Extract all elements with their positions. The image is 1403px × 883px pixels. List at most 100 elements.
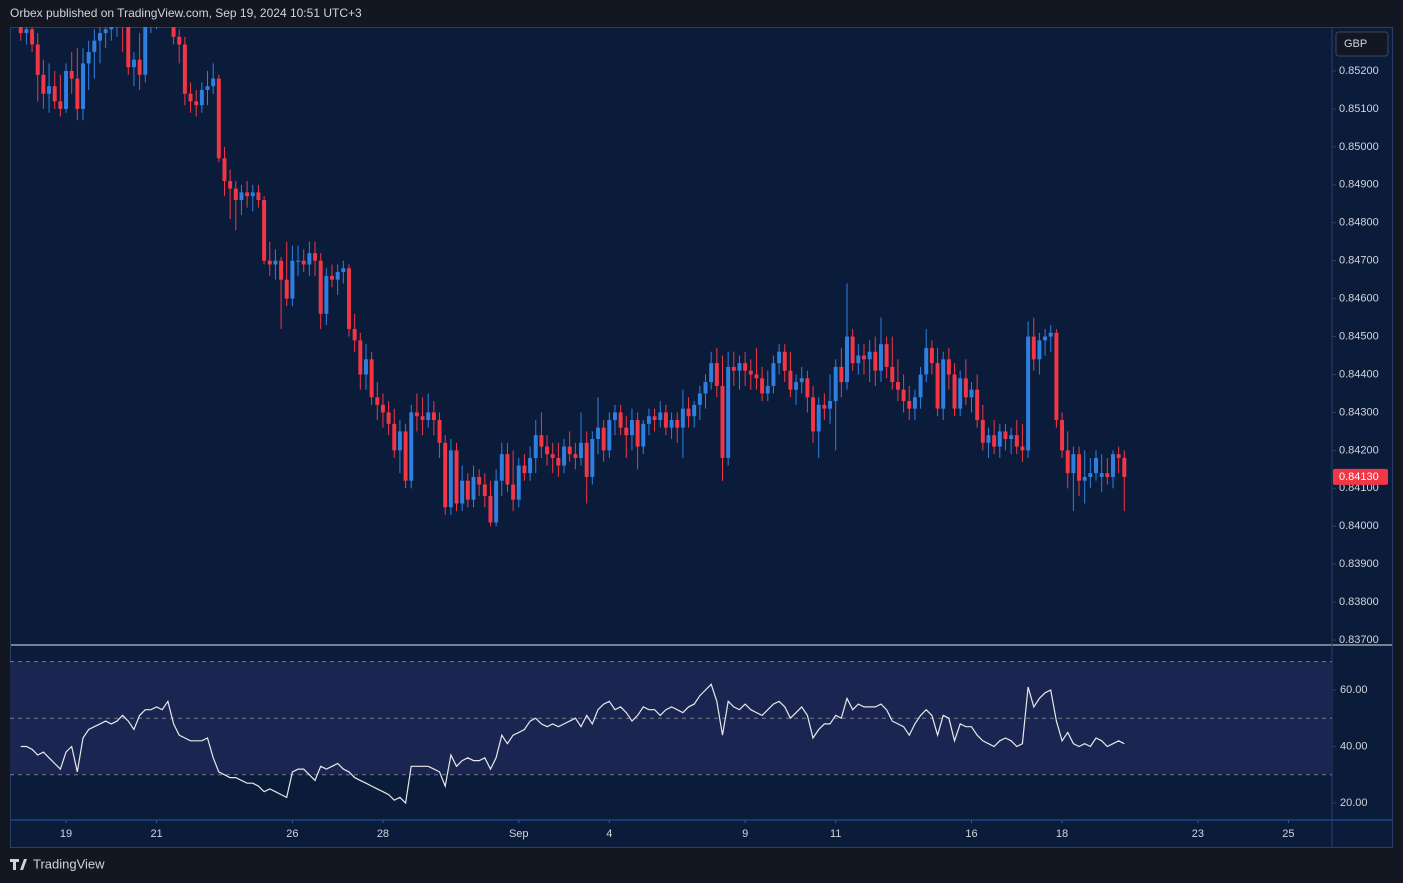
candle-body: [347, 268, 351, 329]
candle-body: [58, 101, 63, 109]
candle-body: [115, 22, 119, 26]
candle-body: [250, 192, 255, 197]
candle-body: [924, 347, 929, 375]
candle-body: [199, 89, 204, 106]
candle-body: [901, 389, 906, 402]
candle-body: [1043, 336, 1048, 341]
candle-body: [607, 420, 612, 451]
candle-body: [1099, 473, 1104, 477]
candle-body: [482, 484, 487, 496]
candle-body: [929, 347, 934, 364]
footer-logo: TradingView: [10, 856, 105, 871]
candle-body: [618, 412, 623, 428]
candle-body: [420, 416, 425, 421]
candle-body: [918, 374, 923, 398]
candle-body: [822, 404, 827, 409]
candle-body: [64, 71, 69, 109]
candle-body: [646, 416, 651, 424]
candle-body: [1009, 435, 1014, 439]
candle-body: [437, 420, 442, 443]
candle-body: [18, 27, 23, 34]
candle-body: [709, 363, 714, 383]
candle-body: [692, 404, 697, 417]
candle-body: [35, 44, 40, 75]
candle-body: [460, 480, 465, 504]
candle-body: [126, 27, 131, 68]
candle-body: [850, 336, 855, 364]
candle-body: [505, 454, 510, 485]
candle-body: [946, 359, 951, 375]
candle-body: [386, 412, 391, 424]
y-tick-label: 0.83900: [1339, 558, 1379, 570]
candle-body: [245, 192, 250, 197]
candle-body: [828, 401, 833, 409]
currency-box: [1335, 31, 1389, 57]
candle-body: [545, 446, 550, 455]
candle-body: [743, 363, 748, 371]
candle-body: [380, 404, 385, 413]
candle-body: [273, 260, 278, 265]
candle-body: [816, 404, 821, 432]
candle-body: [573, 454, 578, 458]
candle-body: [811, 397, 816, 432]
candle-body: [1077, 454, 1082, 481]
y-tick-label: 0.84500: [1339, 330, 1379, 342]
candle-body: [601, 427, 606, 451]
x-tick-label: 21: [150, 828, 162, 840]
candle-body: [1071, 454, 1076, 474]
candle-body: [590, 439, 595, 477]
candle-body: [52, 86, 57, 102]
candle-body: [596, 427, 600, 439]
candle-body: [760, 378, 765, 394]
rsi-line: [20, 683, 1125, 805]
candle-body: [777, 351, 782, 364]
candle-body: [686, 408, 691, 417]
candle-body: [1065, 450, 1070, 474]
y-tick-label: 0.83800: [1339, 596, 1379, 608]
candle-body: [177, 36, 182, 45]
y-tick-label: 0.85000: [1339, 141, 1379, 153]
candle-body: [669, 420, 674, 428]
candle-body: [426, 412, 431, 421]
candle-body: [522, 465, 527, 474]
candle-body: [731, 366, 736, 371]
candle-body: [256, 192, 261, 200]
candle-body: [952, 374, 957, 409]
candle-body: [335, 272, 340, 280]
candle-body: [556, 457, 561, 466]
candle-body: [1037, 340, 1042, 360]
y-tick-label: 0.85200: [1339, 65, 1379, 77]
candle-body: [330, 275, 334, 280]
candle-body: [873, 351, 878, 371]
currency: GBP: [1344, 38, 1367, 50]
candle-body: [98, 33, 102, 41]
candle-body: [324, 275, 329, 314]
y2-tick-label: 60.00: [1340, 684, 1368, 696]
candle-body: [969, 389, 974, 398]
y-tick-label: 0.84800: [1339, 217, 1379, 229]
candle-body: [216, 78, 221, 159]
logo-icon: [10, 859, 27, 870]
candle-body: [397, 431, 402, 451]
axes: 0.85200 0.85100 0.85000 0.84900 0.84800 0.847…: [60, 65, 1388, 840]
candle-body: [69, 71, 74, 79]
candle-body: [75, 78, 80, 109]
candle-body: [675, 420, 680, 428]
candle-body: [861, 355, 866, 360]
candle-body: [109, 27, 114, 30]
candle-body: [284, 279, 289, 299]
candle-body: [635, 420, 640, 447]
candle-body: [799, 378, 804, 383]
candle-body: [267, 260, 272, 265]
candle-body: [895, 382, 900, 390]
candle-body: [788, 370, 793, 390]
candle-body: [935, 363, 940, 409]
candle-body: [358, 340, 363, 375]
candle-body: [465, 480, 470, 500]
candle-body: [839, 366, 844, 383]
candle-body: [228, 181, 233, 189]
candle-body: [409, 412, 414, 481]
last-price-badge: [1333, 468, 1388, 485]
candle-body: [884, 344, 889, 367]
candle-body: [454, 450, 459, 504]
